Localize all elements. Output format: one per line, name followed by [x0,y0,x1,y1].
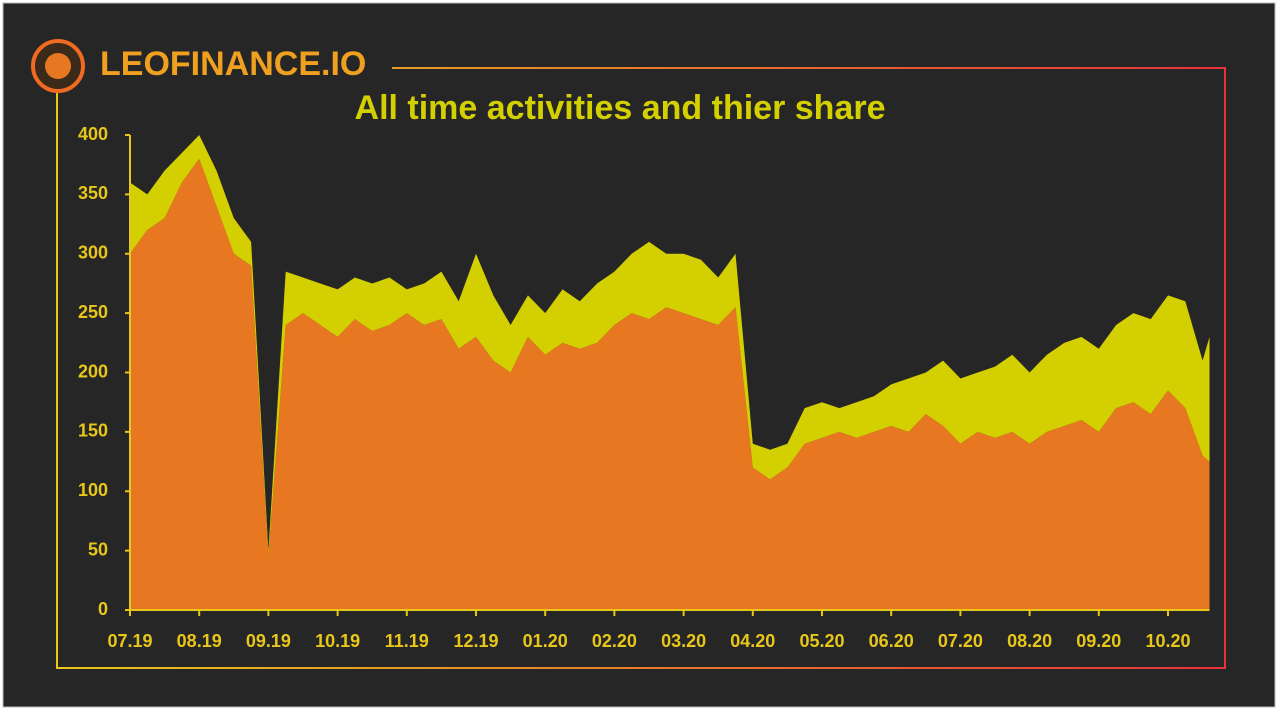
x-tick-label: 02.20 [592,631,637,651]
x-tick-label: 08.19 [177,631,222,651]
x-tick-label: 05.20 [799,631,844,651]
chart-title: All time activities and thier share [355,89,886,127]
y-tick-label: 300 [78,243,108,263]
y-tick-label: 350 [78,183,108,203]
x-tick-label: 11.19 [385,631,429,651]
frame [56,67,1226,669]
y-tick-label: 250 [78,302,108,322]
x-tick-label: 09.19 [246,631,291,651]
x-tick-label: 04.20 [730,631,775,651]
x-tick-label: 06.20 [869,631,914,651]
logo-icon-inner [45,53,71,79]
x-tick-label: 12.19 [453,631,498,651]
x-tick-label: 10.20 [1145,631,1190,651]
x-tick-label: 01.20 [523,631,568,651]
y-tick-label: 200 [78,361,108,381]
x-tick-label: 03.20 [661,631,706,651]
y-tick-label: 100 [78,480,108,500]
x-tick-label: 07.20 [938,631,983,651]
y-tick-label: 400 [78,124,108,144]
x-tick-label: 10.19 [315,631,360,651]
x-tick-label: 09.20 [1076,631,1121,651]
y-tick-label: 150 [78,421,108,441]
area [130,158,1210,610]
logo-text: LEOFINANCE.IO [100,45,366,83]
y-tick-label: 50 [88,539,108,559]
y-tick-label: 0 [98,599,108,619]
x-tick-label: 07.19 [107,631,152,651]
x-tick-label: 08.20 [1007,631,1052,651]
